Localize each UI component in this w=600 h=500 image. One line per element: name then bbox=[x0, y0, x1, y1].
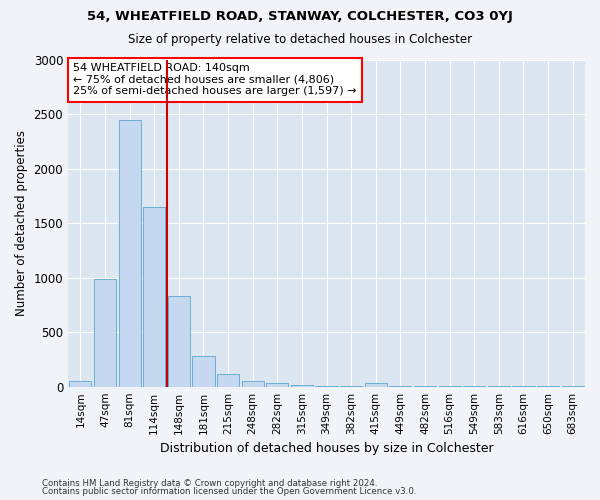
Text: Size of property relative to detached houses in Colchester: Size of property relative to detached ho… bbox=[128, 32, 472, 46]
Bar bbox=[168, 296, 190, 386]
Text: 54 WHEATFIELD ROAD: 140sqm
← 75% of detached houses are smaller (4,806)
25% of s: 54 WHEATFIELD ROAD: 140sqm ← 75% of deta… bbox=[73, 64, 357, 96]
Bar bbox=[69, 381, 91, 386]
Text: 54, WHEATFIELD ROAD, STANWAY, COLCHESTER, CO3 0YJ: 54, WHEATFIELD ROAD, STANWAY, COLCHESTER… bbox=[87, 10, 513, 23]
Text: Contains public sector information licensed under the Open Government Licence v3: Contains public sector information licen… bbox=[42, 487, 416, 496]
Bar bbox=[193, 356, 215, 386]
Bar bbox=[291, 384, 313, 386]
Bar bbox=[217, 374, 239, 386]
Bar bbox=[242, 381, 264, 386]
Bar bbox=[143, 207, 165, 386]
Text: Contains HM Land Registry data © Crown copyright and database right 2024.: Contains HM Land Registry data © Crown c… bbox=[42, 478, 377, 488]
Bar bbox=[94, 280, 116, 386]
Y-axis label: Number of detached properties: Number of detached properties bbox=[15, 130, 28, 316]
X-axis label: Distribution of detached houses by size in Colchester: Distribution of detached houses by size … bbox=[160, 442, 493, 455]
Bar bbox=[119, 120, 140, 386]
Bar bbox=[266, 384, 289, 386]
Bar bbox=[365, 384, 387, 386]
